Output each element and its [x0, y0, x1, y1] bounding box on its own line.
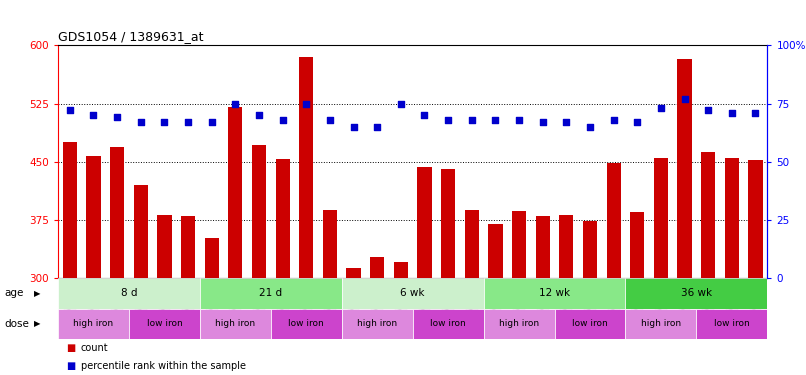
- Bar: [701, 152, 715, 278]
- Text: low iron: low iron: [289, 320, 324, 328]
- Text: high iron: high iron: [499, 320, 539, 328]
- Point: [158, 119, 171, 125]
- Bar: [418, 167, 431, 278]
- Point: [442, 117, 455, 123]
- Point: [323, 117, 336, 123]
- Point: [678, 96, 691, 102]
- Bar: [625, 309, 696, 339]
- Point: [489, 117, 502, 123]
- Text: dose: dose: [4, 319, 29, 329]
- Point: [631, 119, 644, 125]
- Text: low iron: low iron: [147, 320, 182, 328]
- Bar: [536, 216, 550, 278]
- Point: [181, 119, 194, 125]
- Bar: [134, 185, 147, 278]
- Bar: [749, 160, 762, 278]
- Bar: [394, 262, 408, 278]
- Text: low iron: low iron: [714, 320, 750, 328]
- Bar: [58, 309, 129, 339]
- Text: ▶: ▶: [34, 320, 40, 328]
- Bar: [441, 170, 455, 278]
- Text: high iron: high iron: [215, 320, 256, 328]
- Text: 6 wk: 6 wk: [401, 288, 425, 298]
- Point: [607, 117, 620, 123]
- Point: [276, 117, 289, 123]
- Text: age: age: [4, 288, 23, 298]
- Bar: [200, 309, 271, 339]
- Bar: [370, 257, 384, 278]
- Bar: [696, 309, 767, 339]
- Point: [584, 124, 596, 130]
- Bar: [725, 158, 739, 278]
- Point: [725, 110, 738, 116]
- Bar: [252, 145, 266, 278]
- Point: [135, 119, 147, 125]
- Point: [110, 114, 123, 120]
- Bar: [654, 158, 668, 278]
- Text: 12 wk: 12 wk: [539, 288, 570, 298]
- Bar: [465, 210, 479, 278]
- Text: ▶: ▶: [34, 289, 40, 298]
- Point: [87, 112, 100, 118]
- Point: [394, 100, 407, 106]
- Text: ■: ■: [66, 343, 75, 353]
- Bar: [555, 309, 625, 339]
- Bar: [276, 159, 289, 278]
- Bar: [63, 142, 77, 278]
- Text: GDS1054 / 1389631_at: GDS1054 / 1389631_at: [58, 30, 204, 44]
- Text: 21 d: 21 d: [260, 288, 282, 298]
- Point: [229, 100, 242, 106]
- Bar: [200, 278, 342, 309]
- Bar: [342, 278, 484, 309]
- Bar: [630, 212, 644, 278]
- Point: [206, 119, 218, 125]
- Bar: [342, 309, 413, 339]
- Bar: [205, 238, 218, 278]
- Point: [347, 124, 360, 130]
- Point: [702, 108, 715, 114]
- Bar: [559, 215, 573, 278]
- Text: count: count: [81, 343, 108, 353]
- Bar: [129, 309, 200, 339]
- Bar: [58, 278, 200, 309]
- Point: [560, 119, 573, 125]
- Text: low iron: low iron: [572, 320, 608, 328]
- Bar: [347, 268, 360, 278]
- Bar: [181, 216, 195, 278]
- Bar: [157, 215, 172, 278]
- Point: [64, 108, 77, 114]
- Text: ■: ■: [66, 361, 75, 371]
- Bar: [625, 278, 767, 309]
- Text: high iron: high iron: [357, 320, 397, 328]
- Point: [536, 119, 549, 125]
- Point: [513, 117, 526, 123]
- Bar: [583, 221, 597, 278]
- Bar: [607, 163, 621, 278]
- Bar: [299, 57, 314, 278]
- Bar: [484, 278, 625, 309]
- Point: [749, 110, 762, 116]
- Point: [252, 112, 265, 118]
- Bar: [271, 309, 342, 339]
- Text: 36 wk: 36 wk: [681, 288, 712, 298]
- Bar: [488, 224, 502, 278]
- Point: [300, 100, 313, 106]
- Point: [465, 117, 478, 123]
- Bar: [484, 309, 555, 339]
- Text: high iron: high iron: [641, 320, 681, 328]
- Point: [654, 105, 667, 111]
- Text: percentile rank within the sample: percentile rank within the sample: [81, 361, 246, 371]
- Bar: [678, 59, 692, 278]
- Text: high iron: high iron: [73, 320, 114, 328]
- Text: 8 d: 8 d: [121, 288, 137, 298]
- Bar: [110, 147, 124, 278]
- Bar: [323, 210, 337, 278]
- Point: [371, 124, 384, 130]
- Bar: [86, 156, 101, 278]
- Point: [418, 112, 431, 118]
- Text: low iron: low iron: [430, 320, 466, 328]
- Bar: [228, 107, 243, 278]
- Bar: [413, 309, 484, 339]
- Bar: [512, 211, 526, 278]
